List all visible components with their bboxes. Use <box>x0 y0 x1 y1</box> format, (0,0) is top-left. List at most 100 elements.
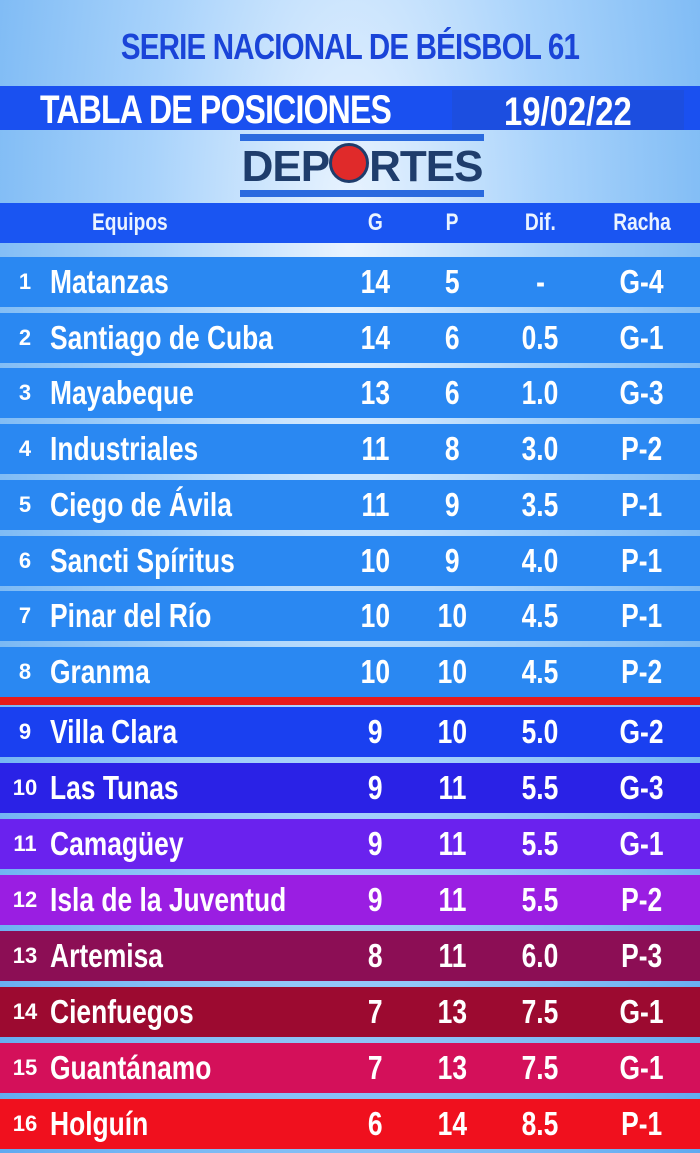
losses: 11 <box>438 881 466 918</box>
wins: 7 <box>367 1049 383 1086</box>
games-behind: 6.0 <box>521 937 559 974</box>
position: 15 <box>12 1055 38 1080</box>
games-behind: 4.0 <box>521 541 559 579</box>
streak: P-1 <box>621 541 663 579</box>
position: 3 <box>18 380 32 406</box>
table-row: 13 Artemisa 8 11 6.0 P-3 <box>0 931 700 981</box>
games-behind: 7.5 <box>521 1049 559 1086</box>
position: 1 <box>18 269 32 294</box>
games-behind: 3.0 <box>521 430 559 468</box>
streak: P-1 <box>621 597 663 635</box>
table-row: 7 Pinar del Río 10 10 4.5 P-1 <box>0 591 700 642</box>
table-row: 3 Mayabeque 13 6 1.0 G-3 <box>0 368 700 419</box>
team-name: Isla de la Juventud <box>50 881 287 918</box>
table-row: 10 Las Tunas 9 11 5.5 G-3 <box>0 763 700 813</box>
streak: G-3 <box>619 374 664 412</box>
position: 10 <box>12 775 38 800</box>
streak: G-4 <box>619 263 664 300</box>
team-name: Santiago de Cuba <box>50 318 273 356</box>
col-racha: Racha <box>613 209 671 236</box>
losses: 11 <box>438 937 466 974</box>
team-name: Holguín <box>50 1105 149 1142</box>
team-name: Mayabeque <box>50 374 194 412</box>
losses: 10 <box>437 597 467 635</box>
wins: 7 <box>367 993 383 1030</box>
games-behind: 5.5 <box>521 769 559 806</box>
table-row: 14 Cienfuegos 7 13 7.5 G-1 <box>0 987 700 1037</box>
losses: 5 <box>444 263 460 300</box>
wins: 11 <box>361 485 389 523</box>
losses: 13 <box>437 1049 467 1086</box>
team-name: Granma <box>50 652 150 690</box>
position: 4 <box>18 436 32 462</box>
table-row: 4 Industriales 11 8 3.0 P-2 <box>0 424 700 475</box>
team-name: Guantánamo <box>50 1049 212 1086</box>
losses: 10 <box>437 652 467 690</box>
games-behind: 4.5 <box>521 597 559 635</box>
team-name: Industriales <box>50 430 199 468</box>
table-row: 9 Villa Clara 9 10 5.0 G-2 <box>0 707 700 757</box>
wins: 10 <box>360 597 390 635</box>
streak: G-1 <box>619 318 664 356</box>
position: 12 <box>12 887 38 912</box>
subtitle: TABLA DE POSICIONES <box>40 88 392 132</box>
games-behind: - <box>535 263 545 300</box>
team-name: Artemisa <box>50 937 163 974</box>
position: 11 <box>13 831 37 856</box>
losses: 6 <box>444 318 460 356</box>
losses: 11 <box>438 825 466 862</box>
streak: G-3 <box>619 769 664 806</box>
col-p: P <box>445 209 459 236</box>
table-row: 2 Santiago de Cuba 14 6 0.5 G-1 <box>0 312 700 363</box>
streak: P-2 <box>621 430 663 468</box>
table-row: 11 Camagüey 9 11 5.5 G-1 <box>0 819 700 869</box>
losses: 14 <box>437 1105 467 1142</box>
streak: P-2 <box>621 881 663 918</box>
date: 19/02/22 <box>504 90 632 134</box>
team-name: Ciego de Ávila <box>50 485 232 523</box>
streak: P-3 <box>621 937 663 974</box>
team-name: Cienfuegos <box>50 993 194 1030</box>
streak: G-1 <box>619 1049 664 1086</box>
table-row: 15 Guantánamo 7 13 7.5 G-1 <box>0 1043 700 1093</box>
streak: G-2 <box>619 713 664 750</box>
position: 7 <box>18 603 32 629</box>
losses: 10 <box>437 713 467 750</box>
col-team: Equipos <box>92 209 168 236</box>
page-title: SERIE NACIONAL DE BÉISBOL 61 <box>120 26 580 67</box>
team-name: Pinar del Río <box>50 597 212 635</box>
wins: 14 <box>360 263 390 300</box>
position: 2 <box>18 324 32 350</box>
col-g: G <box>367 209 383 236</box>
team-name: Camagüey <box>50 825 184 862</box>
wins: 9 <box>367 769 383 806</box>
wins: 11 <box>361 430 389 468</box>
wins: 10 <box>360 652 390 690</box>
games-behind: 4.5 <box>521 652 559 690</box>
wins: 9 <box>367 713 383 750</box>
games-behind: 5.0 <box>521 713 559 750</box>
games-behind: 1.0 <box>521 374 559 412</box>
subtitle-bar: TABLA DE POSICIONES 19/02/22 <box>0 86 700 134</box>
games-behind: 7.5 <box>521 993 559 1030</box>
ball-icon <box>329 143 370 183</box>
deportes-logo: DEP RTES <box>240 134 484 198</box>
table-row: 5 Ciego de Ávila 11 9 3.5 P-1 <box>0 479 700 530</box>
losses: 13 <box>437 993 467 1030</box>
date-badge: 19/02/22 <box>452 90 684 134</box>
streak: G-1 <box>619 993 664 1030</box>
games-behind: 0.5 <box>521 318 559 356</box>
games-behind: 5.5 <box>521 881 559 918</box>
losses: 8 <box>444 430 460 468</box>
wins: 13 <box>360 374 390 412</box>
team-name: Las Tunas <box>50 769 179 806</box>
team-name: Villa Clara <box>50 713 178 750</box>
col-dif: Dif. <box>524 209 556 236</box>
team-name: Sancti Spíritus <box>50 541 235 579</box>
losses: 9 <box>444 485 460 523</box>
wins: 14 <box>360 318 390 356</box>
losses: 6 <box>444 374 460 412</box>
wins: 6 <box>367 1105 383 1142</box>
wins: 10 <box>360 541 390 579</box>
games-behind: 5.5 <box>521 825 559 862</box>
